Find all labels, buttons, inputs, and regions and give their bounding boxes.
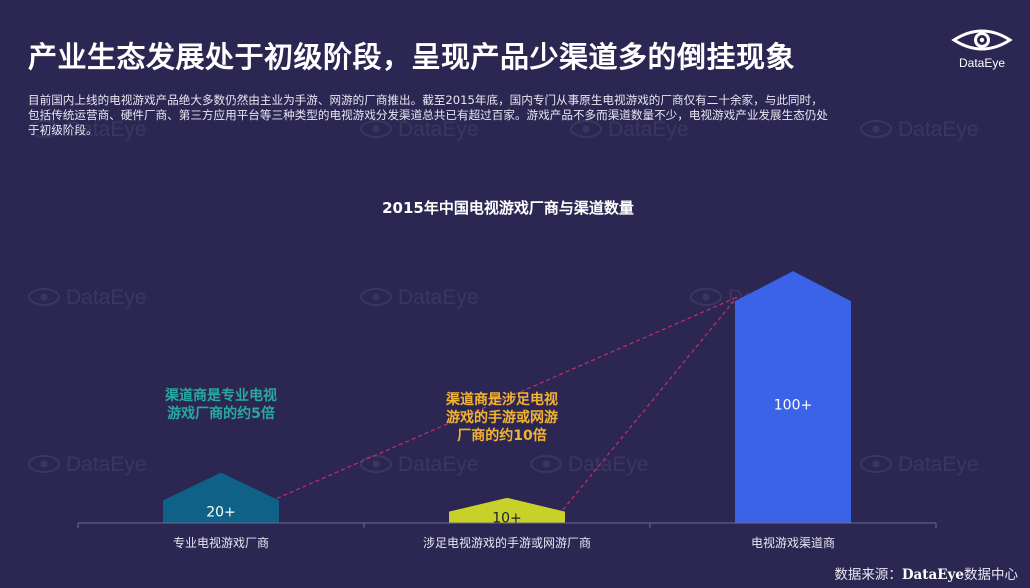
chart-title: 2015年中国电视游戏厂商与渠道数量 bbox=[382, 199, 634, 217]
svg-text:DataEye: DataEye bbox=[898, 453, 979, 476]
svg-text:DataEye: DataEye bbox=[66, 453, 147, 476]
watermark: DataEye bbox=[28, 286, 147, 309]
watermark: DataEye bbox=[570, 118, 689, 141]
svg-text:DataEye: DataEye bbox=[398, 286, 479, 309]
svg-text:DataEye: DataEye bbox=[568, 453, 649, 476]
watermark: DataEye bbox=[360, 118, 479, 141]
category-label: 电视游戏渠道商 bbox=[751, 535, 835, 550]
bars: 20+ 10+ 100+ bbox=[163, 271, 851, 526]
svg-text:DataEye: DataEye bbox=[608, 118, 689, 141]
data-source: 数据来源：DataEye数据中心 bbox=[834, 563, 1018, 583]
annotation-1: 渠道商是专业电视游戏厂商的约5倍 bbox=[164, 387, 277, 422]
source-label: 数据来源： bbox=[834, 567, 902, 583]
bar-1 bbox=[163, 472, 279, 523]
annotations: 渠道商是专业电视游戏厂商的约5倍 渠道商是涉足电视游戏的手游或网游厂商的约10倍 bbox=[164, 387, 558, 444]
description: 目前国内上线的电视游戏产品绝大多数仍然由主业为手游、网游的厂商推出。截至2015… bbox=[28, 93, 948, 138]
description-line: 于初级阶段。 bbox=[28, 123, 98, 137]
category-label: 涉足电视游戏的手游或网游厂商 bbox=[423, 535, 591, 550]
source-brand: DataEye bbox=[901, 567, 964, 583]
watermark: DataEye bbox=[860, 453, 979, 476]
category-label: 专业电视游戏厂商 bbox=[173, 535, 269, 550]
value-label: 10+ bbox=[492, 510, 522, 526]
source-suffix: 数据中心 bbox=[964, 567, 1018, 583]
watermark: DataEye bbox=[360, 453, 479, 476]
bar-2 bbox=[449, 497, 565, 523]
dataeye-logo-icon bbox=[951, 29, 1013, 51]
svg-text:DataEye: DataEye bbox=[398, 453, 479, 476]
description-line: 目前国内上线的电视游戏产品绝大多数仍然由主业为手游、网游的厂商推出。截至2015… bbox=[28, 93, 823, 107]
watermark: DataEye bbox=[28, 453, 147, 476]
watermark: DataEye bbox=[530, 453, 649, 476]
value-label: 20+ bbox=[206, 505, 236, 521]
watermark: DataEye bbox=[860, 118, 979, 141]
svg-text:DataEye: DataEye bbox=[66, 286, 147, 309]
watermark: DataEye bbox=[28, 118, 147, 141]
page-title: 产业生态发展处于初级阶段，呈现产品少渠道多的倒挂现象 bbox=[28, 40, 796, 74]
svg-text:DataEye: DataEye bbox=[66, 118, 147, 141]
bar-3 bbox=[735, 271, 851, 523]
description-line: 包括传统运营商、硬件厂商、第三方应用平台等三种类型的电视游戏分发渠道总共已有超过… bbox=[28, 108, 828, 122]
x-ticks: 专业电视游戏厂商 涉足电视游戏的手游或网游厂商 电视游戏渠道商 bbox=[77, 523, 937, 550]
connector-line bbox=[562, 296, 738, 511]
connector-lines bbox=[276, 296, 738, 511]
svg-text:DataEye: DataEye bbox=[398, 118, 479, 141]
watermark: DataEye bbox=[360, 286, 479, 309]
svg-text:DataEye: DataEye bbox=[898, 118, 979, 141]
value-label: 100+ bbox=[774, 398, 812, 414]
logo-text: DataEye bbox=[958, 56, 1006, 70]
annotation-2: 渠道商是涉足电视游戏的手游或网游厂商的约10倍 bbox=[445, 391, 558, 444]
